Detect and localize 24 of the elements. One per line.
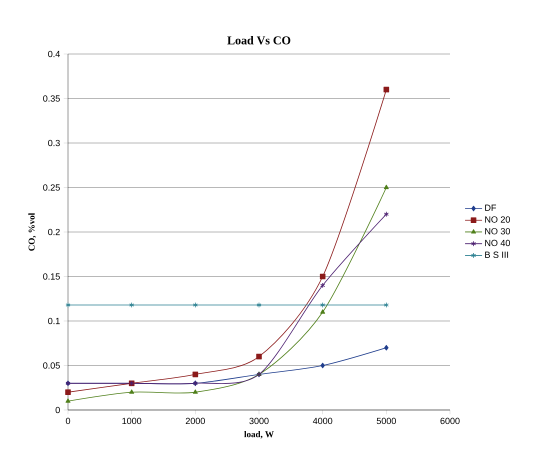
y-tick-label: 0.05 xyxy=(43,362,60,369)
x-axis-title: load, W xyxy=(244,430,274,439)
y-tick-label: 0.35 xyxy=(43,95,60,102)
legend-label: NO 20 xyxy=(485,216,510,223)
y-tick-label: 0.4 xyxy=(48,50,60,58)
x-tick-label: 3000 xyxy=(249,418,269,424)
y-tick-label: 0 xyxy=(56,406,60,414)
y-axis-title: CO, %vol xyxy=(28,212,36,251)
x-tick-label: 1000 xyxy=(122,418,142,424)
x-tick-label: 5000 xyxy=(376,418,396,424)
x-tick-label: 0 xyxy=(66,418,70,424)
legend-label: DF xyxy=(485,204,496,211)
chart-title: Load Vs CO xyxy=(227,36,290,45)
x-tick-label: 2000 xyxy=(186,418,205,424)
x-tick-label: 4000 xyxy=(312,418,332,424)
x-tick-label: 6000 xyxy=(440,418,460,424)
legend-label: NO 40 xyxy=(485,240,510,246)
legend-label: NO 30 xyxy=(485,228,510,234)
y-tick-label: 0.2 xyxy=(48,228,60,236)
legend-label: B S III xyxy=(485,252,508,258)
y-tick-label: 0.3 xyxy=(48,140,60,146)
y-tick-label: 0.1 xyxy=(48,318,60,324)
y-tick-label: 0.15 xyxy=(43,273,60,280)
y-tick-label: 0.25 xyxy=(43,184,60,191)
